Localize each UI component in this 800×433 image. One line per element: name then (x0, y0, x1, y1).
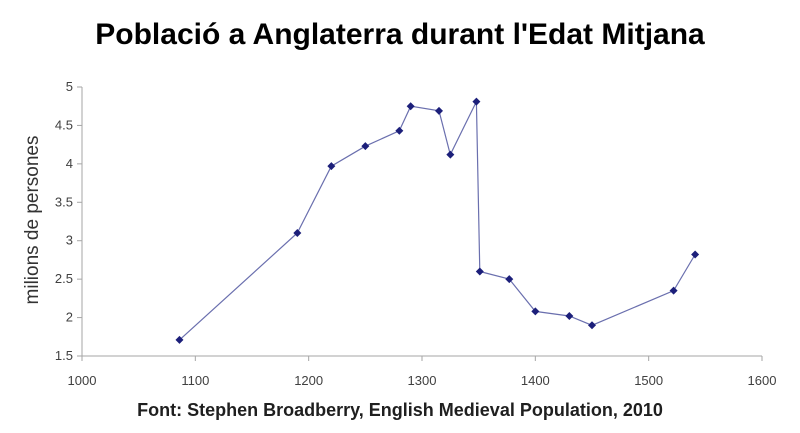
data-point-marker (669, 286, 678, 295)
data-point-marker (327, 162, 336, 171)
data-point-marker (361, 142, 370, 151)
y-tick-label: 4.5 (55, 117, 73, 132)
series-line (179, 101, 696, 341)
data-point-marker (406, 102, 415, 111)
y-tick-label: 3.5 (55, 194, 73, 209)
x-tick-label: 1500 (634, 373, 663, 388)
data-point-marker (395, 126, 404, 135)
data-point-marker (175, 335, 184, 344)
y-tick-label: 5 (66, 79, 73, 94)
chart-source-caption: Font: Stephen Broadberry, English Mediev… (137, 400, 663, 420)
data-point-marker (293, 229, 302, 238)
data-point-marker (588, 321, 596, 330)
y-tick-label: 1.5 (55, 348, 73, 363)
x-tick-label: 1400 (521, 373, 550, 388)
series-layer (175, 97, 700, 344)
data-point-marker (435, 106, 443, 115)
data-point-marker (446, 150, 455, 159)
data-point-marker (691, 250, 700, 259)
y-tick-label: 2.5 (55, 271, 73, 286)
data-point-marker (531, 307, 540, 316)
x-tick-label: 1000 (68, 373, 97, 388)
tick-labels: 1.5 2 2.5 3 3.5 4 4.5 5 1000 1100 1200 1300 1400 1500… (55, 79, 777, 388)
y-tick-label: 2 (66, 310, 73, 325)
data-point-marker (505, 275, 514, 284)
y-tick-label: 3 (66, 233, 73, 248)
data-point-marker (475, 267, 484, 276)
y-tick-label: 4 (66, 156, 73, 171)
axes (77, 86, 763, 361)
data-point-marker (472, 97, 481, 106)
x-tick-label: 1300 (408, 373, 437, 388)
x-tick-label: 1200 (294, 373, 323, 388)
data-point-marker (565, 312, 574, 321)
y-axis-title: milions de persones (22, 136, 43, 305)
chart-title: Població a Anglaterra durant l'Edat Mitj… (95, 18, 705, 51)
x-tick-label: 1100 (181, 373, 209, 388)
x-tick-label: 1600 (748, 373, 777, 388)
